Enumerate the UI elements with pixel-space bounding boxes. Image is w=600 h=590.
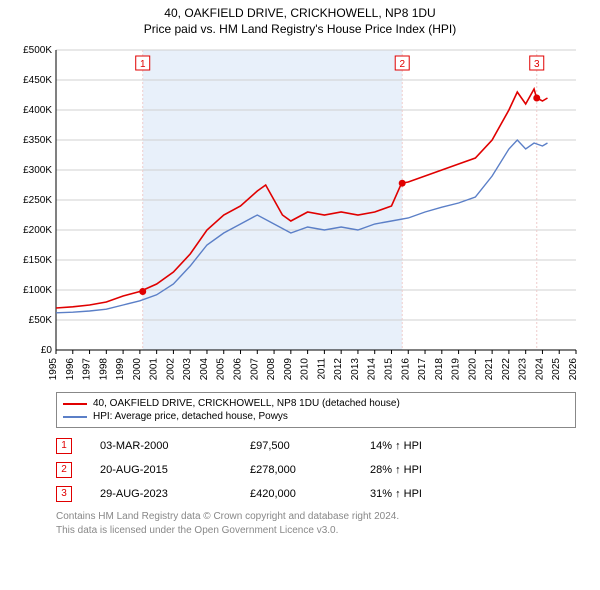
svg-text:2024: 2024 [534, 358, 545, 381]
event-row: 1 03-MAR-2000£97,50014% ↑ HPI [56, 438, 590, 454]
svg-text:2023: 2023 [518, 358, 529, 381]
svg-text:1997: 1997 [82, 358, 93, 381]
chart-svg: £0 £50K £100K £150K £200K £250K £300K £350K £400… [10, 44, 590, 384]
svg-text:1998: 1998 [98, 358, 109, 381]
svg-text:2015: 2015 [383, 358, 394, 381]
event-row: 3 29-AUG-2023£420,00031% ↑ HPI [56, 486, 590, 502]
event-date: 20-AUG-2015 [100, 464, 250, 476]
legend-label: HPI: Average price, detached house, Powy… [93, 411, 288, 422]
svg-text:£0: £0 [41, 345, 53, 356]
svg-text:2012: 2012 [333, 358, 344, 381]
event-date: 29-AUG-2023 [100, 488, 250, 500]
svg-text:2019: 2019 [451, 358, 462, 381]
svg-text:2017: 2017 [417, 358, 428, 381]
event-pct: 28% ↑ HPI [370, 464, 490, 476]
svg-text:1999: 1999 [115, 358, 126, 381]
chart: £0 £50K £100K £150K £200K £250K £300K £350K £400… [10, 44, 590, 384]
subtitle: Price paid vs. HM Land Registry's House … [10, 22, 590, 36]
event-badge: 1 [56, 438, 72, 454]
svg-text:£400K: £400K [23, 105, 52, 116]
svg-text:£300K: £300K [23, 165, 52, 176]
svg-text:1996: 1996 [65, 358, 76, 381]
footer-line2: This data is licensed under the Open Gov… [56, 524, 576, 538]
svg-text:£250K: £250K [23, 195, 52, 206]
svg-text:2011: 2011 [316, 358, 327, 380]
legend-item: HPI: Average price, detached house, Powy… [63, 410, 569, 423]
svg-text:2000: 2000 [132, 358, 143, 381]
svg-text:2025: 2025 [551, 358, 562, 381]
svg-text:£450K: £450K [23, 75, 52, 86]
svg-text:2002: 2002 [165, 358, 176, 381]
event-pct: 14% ↑ HPI [370, 440, 490, 452]
svg-text:2020: 2020 [467, 358, 478, 381]
svg-text:2021: 2021 [484, 358, 495, 381]
svg-text:1995: 1995 [48, 358, 59, 381]
legend: 40, OAKFIELD DRIVE, CRICKHOWELL, NP8 1DU… [56, 392, 576, 428]
svg-text:£100K: £100K [23, 285, 52, 296]
event-price: £420,000 [250, 488, 370, 500]
svg-text:2013: 2013 [350, 358, 361, 381]
svg-text:2022: 2022 [501, 358, 512, 381]
svg-text:2026: 2026 [568, 358, 579, 381]
event-row: 2 20-AUG-2015£278,00028% ↑ HPI [56, 462, 590, 478]
events-table: 1 03-MAR-2000£97,50014% ↑ HPI 2 20-AUG-2015… [56, 438, 590, 502]
event-date: 03-MAR-2000 [100, 440, 250, 452]
legend-swatch [63, 416, 87, 418]
svg-text:2009: 2009 [283, 358, 294, 381]
svg-text:£350K: £350K [23, 135, 52, 146]
svg-text:£50K: £50K [29, 315, 53, 326]
svg-text:2003: 2003 [182, 358, 193, 381]
legend-label: 40, OAKFIELD DRIVE, CRICKHOWELL, NP8 1DU… [93, 398, 400, 409]
legend-swatch [63, 403, 87, 405]
svg-text:£150K: £150K [23, 255, 52, 266]
event-price: £278,000 [250, 464, 370, 476]
event-price: £97,500 [250, 440, 370, 452]
svg-text:2005: 2005 [216, 358, 227, 381]
svg-text:£500K: £500K [23, 45, 52, 56]
container: 40, OAKFIELD DRIVE, CRICKHOWELL, NP8 1DU… [0, 0, 600, 548]
svg-text:2006: 2006 [233, 358, 244, 381]
footer: Contains HM Land Registry data © Crown c… [56, 510, 576, 538]
legend-item: 40, OAKFIELD DRIVE, CRICKHOWELL, NP8 1DU… [63, 397, 569, 410]
svg-text:1: 1 [140, 59, 146, 70]
svg-text:2018: 2018 [434, 358, 445, 381]
svg-text:3: 3 [534, 59, 540, 70]
footer-line1: Contains HM Land Registry data © Crown c… [56, 510, 576, 524]
svg-text:2: 2 [399, 59, 405, 70]
event-badge: 2 [56, 462, 72, 478]
svg-text:2001: 2001 [149, 358, 160, 381]
svg-text:2004: 2004 [199, 358, 210, 381]
svg-text:2008: 2008 [266, 358, 277, 381]
svg-text:£200K: £200K [23, 225, 52, 236]
svg-text:2016: 2016 [400, 358, 411, 381]
event-badge: 3 [56, 486, 72, 502]
title: 40, OAKFIELD DRIVE, CRICKHOWELL, NP8 1DU [10, 6, 590, 20]
svg-text:2014: 2014 [367, 358, 378, 381]
svg-text:2010: 2010 [300, 358, 311, 381]
event-pct: 31% ↑ HPI [370, 488, 490, 500]
svg-text:2007: 2007 [249, 358, 260, 381]
